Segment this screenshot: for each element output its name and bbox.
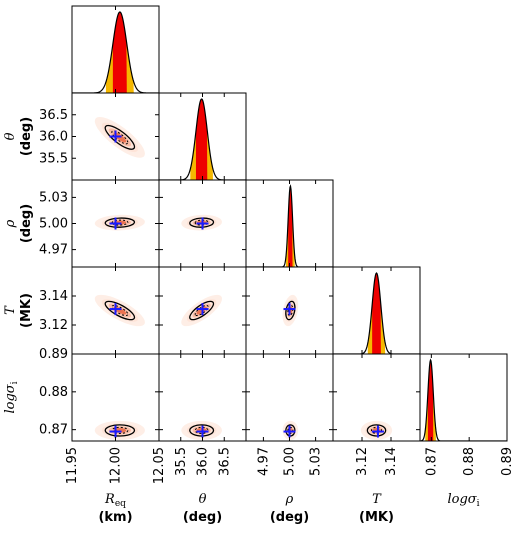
marginal-inner-band <box>195 99 208 180</box>
x-axis-label-rho: ρ <box>285 492 294 507</box>
marginal-curve <box>420 358 507 441</box>
x-tick-label: 36.0 <box>196 447 211 476</box>
panel-T-vs-theta <box>181 294 222 327</box>
y-axis-label-T: T (MK) <box>3 293 34 328</box>
marginal-inner-band <box>112 12 127 93</box>
panel-T-vs-rho <box>282 294 299 327</box>
y-tick-label: 5.00 <box>39 217 68 232</box>
x-tick-label: 0.88 <box>462 447 477 476</box>
marginal-logsig <box>420 358 507 441</box>
x-tick-label: 12.00 <box>109 447 124 484</box>
contour-2sigma <box>366 424 387 437</box>
x-tick-label: 0.87 <box>424 447 439 476</box>
x-axis-unit-theta: (deg) <box>183 510 222 525</box>
panel-logsig-vs-rho <box>282 420 299 440</box>
marginal-theta <box>159 98 246 180</box>
svg-text:logσi: logσi <box>3 381 20 413</box>
y-tick-label: 3.12 <box>39 318 68 333</box>
marginal-inner-band <box>372 273 381 354</box>
svg-text:(deg): (deg) <box>19 117 34 156</box>
svg-text:θ: θ <box>3 132 18 140</box>
y-axis-label-logsig: logσi <box>3 381 20 413</box>
x-axis-label-Req: Req <box>104 492 126 509</box>
x-tick-label: 12.05 <box>152 447 167 484</box>
contour-2sigma <box>104 300 136 321</box>
svg-text:ρ: ρ <box>3 219 18 228</box>
svg-text:(deg): (deg) <box>19 204 34 243</box>
marginal-curve <box>159 98 246 180</box>
x-tick-label: 11.95 <box>65 447 80 484</box>
panel-frame <box>419 353 508 442</box>
panel-logsig-vs-T <box>360 420 393 440</box>
marginal-T <box>333 272 420 354</box>
contour-1sigma <box>111 304 129 317</box>
y-tick-label: 3.14 <box>39 289 68 304</box>
x-tick-label: 5.03 <box>309 447 324 476</box>
y-axis-label-theta: θ (deg) <box>3 117 34 156</box>
contour-1sigma <box>287 304 294 317</box>
x-tick-label: 3.14 <box>384 447 399 476</box>
contour-2sigma <box>104 424 136 437</box>
svg-text:(MK): (MK) <box>19 293 34 328</box>
contour-2sigma <box>189 300 215 321</box>
panel-logsig-vs-Req <box>94 420 145 440</box>
y-tick-label: 0.89 <box>39 347 68 362</box>
svg-text:T: T <box>3 305 18 315</box>
y-tick-label: 36.5 <box>39 108 68 123</box>
y-tick-label: 5.03 <box>39 190 68 205</box>
panel-rho-vs-theta <box>181 214 222 231</box>
y-tick-label: 0.87 <box>39 423 68 438</box>
x-tick-label: 0.89 <box>500 447 515 476</box>
x-axis-unit-rho: (deg) <box>270 510 309 525</box>
x-axis-unit-T: (MK) <box>359 510 394 525</box>
x-axis-label-theta: θ <box>199 492 207 507</box>
panel-rho-vs-Req <box>94 214 145 231</box>
marginal-curve <box>246 184 333 267</box>
x-tick-label: 36.5 <box>217 447 232 476</box>
marginal-inner-band <box>427 360 434 441</box>
marginal-rho <box>246 184 333 267</box>
panel-logsig-vs-theta <box>181 420 222 440</box>
y-axis-label-rho: ρ (deg) <box>3 204 34 243</box>
y-tick-label: 35.5 <box>39 151 68 166</box>
marginal-Req <box>72 11 159 93</box>
y-tick-label: 36.0 <box>39 130 68 145</box>
x-tick-label: 35.5 <box>174 447 189 476</box>
contour-1sigma <box>370 426 383 434</box>
panel-T-vs-Req <box>94 294 145 327</box>
x-axis-label-T: T <box>372 492 382 507</box>
contour-1sigma <box>111 130 129 145</box>
x-tick-label: 3.12 <box>355 447 370 476</box>
x-tick-label: 4.97 <box>256 447 271 476</box>
panel-theta-vs-Req <box>94 117 145 158</box>
contour-2sigma <box>104 217 136 228</box>
x-axis-unit-Req: (km) <box>98 510 132 525</box>
marginal-curve <box>333 272 420 354</box>
y-tick-label: 0.88 <box>39 385 68 400</box>
x-axis-label-logsig: logσi <box>447 492 479 509</box>
y-tick-label: 4.97 <box>39 243 68 258</box>
contour-1sigma <box>111 426 129 434</box>
x-tick-label: 5.00 <box>283 447 298 476</box>
